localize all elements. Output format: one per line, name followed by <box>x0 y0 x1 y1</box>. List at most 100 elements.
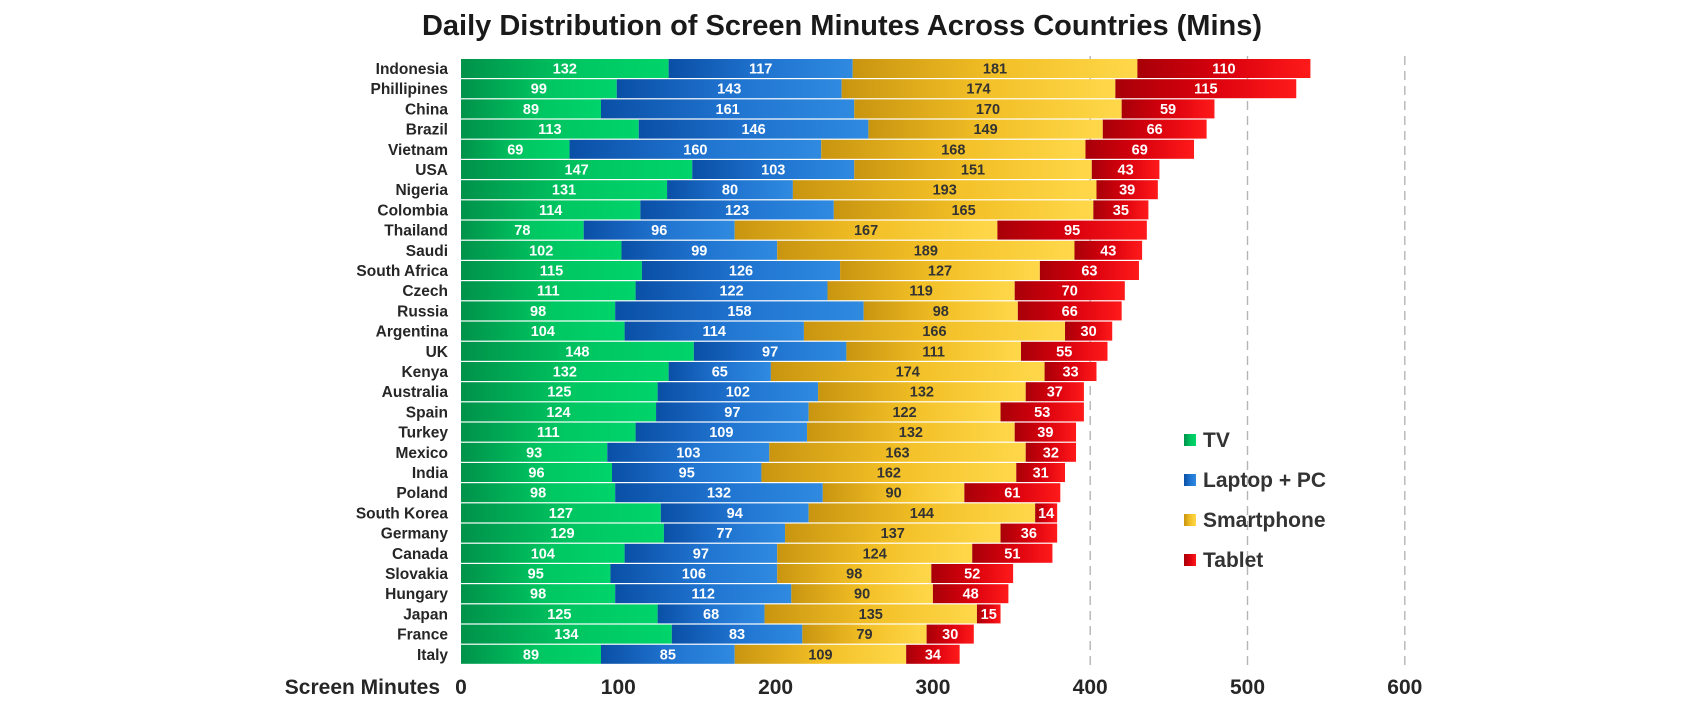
bar-segment <box>1020 341 1108 361</box>
bar-segment <box>1137 59 1311 78</box>
bar-segment <box>583 220 735 240</box>
bar-segment <box>1085 139 1195 159</box>
data-label: 158 <box>727 304 751 320</box>
x-axis-ticks: 0 100 200 300 400 500 600 <box>455 676 1422 699</box>
data-label: 132 <box>707 486 731 502</box>
bar-segment <box>461 584 616 604</box>
data-label: 146 <box>741 122 765 138</box>
data-label: 80 <box>722 183 738 199</box>
data-label: 165 <box>951 203 975 219</box>
data-label: 39 <box>1119 183 1135 199</box>
bar-segment <box>461 644 601 664</box>
x-tick-label: 400 <box>1073 676 1108 699</box>
data-label: 70 <box>1062 284 1078 300</box>
bar-segment <box>840 261 1040 280</box>
bar-segment <box>764 604 977 624</box>
data-label: 137 <box>881 526 905 542</box>
legend-swatch <box>1184 434 1196 446</box>
data-label: 147 <box>565 163 589 179</box>
data-label: 63 <box>1081 264 1097 280</box>
bar-segment <box>854 160 1092 179</box>
bar-segment <box>461 281 636 301</box>
x-tick-label: 600 <box>1387 676 1422 699</box>
bar-segment <box>610 564 778 583</box>
data-label: 125 <box>547 385 571 401</box>
bar-segment <box>1096 180 1158 200</box>
bar-segment <box>600 644 735 664</box>
data-label: 131 <box>552 183 576 199</box>
data-label: 99 <box>531 82 547 98</box>
bar-segment <box>461 483 616 503</box>
bar-segment <box>822 483 965 503</box>
data-label: 106 <box>682 567 706 583</box>
bar-segment <box>803 321 1066 341</box>
bar-segment <box>660 503 809 523</box>
bar-segment <box>461 261 642 280</box>
bar-segment <box>624 543 778 563</box>
data-label: 95 <box>1064 223 1080 239</box>
data-label: 111 <box>922 344 945 360</box>
data-label: 161 <box>716 102 740 118</box>
chart-title: Daily Distribution of Screen Minutes Acr… <box>422 10 1262 42</box>
data-label: 30 <box>942 627 958 643</box>
data-label: 151 <box>961 163 985 179</box>
bar-segment <box>846 341 1021 361</box>
legend-label: Laptop + PC <box>1203 469 1326 492</box>
bar-segment <box>461 341 694 361</box>
data-label: 96 <box>528 466 544 482</box>
data-label: 14 <box>1038 506 1054 522</box>
data-label: 99 <box>691 243 707 259</box>
category-label: Argentina <box>376 324 449 341</box>
bar-segment <box>461 362 669 381</box>
data-label: 166 <box>922 324 946 340</box>
bar-segment <box>461 321 625 341</box>
bar-segment <box>621 240 778 260</box>
bar-segment <box>607 442 770 462</box>
bar-segment <box>777 564 932 583</box>
data-label: 129 <box>550 526 574 542</box>
bar-segment <box>821 139 1086 159</box>
bar-segment <box>461 564 611 583</box>
bar-segment <box>461 79 617 99</box>
bar-segment <box>1035 503 1058 523</box>
data-label: 66 <box>1147 122 1163 138</box>
x-axis-label: Screen Minutes <box>285 676 440 699</box>
data-label: 117 <box>749 62 772 78</box>
data-label: 181 <box>983 62 1007 78</box>
data-label: 96 <box>651 223 667 239</box>
bar-segment <box>932 584 1009 604</box>
category-label: Australia <box>382 384 449 401</box>
category-label: India <box>412 465 449 482</box>
data-label: 55 <box>1056 344 1072 360</box>
category-label: China <box>405 101 448 118</box>
bar-segment <box>667 180 793 200</box>
bar-segment <box>1025 382 1084 402</box>
bar-segment <box>807 422 1015 442</box>
bar-segment <box>461 382 658 402</box>
data-label: 36 <box>1021 526 1037 542</box>
bar-segment <box>624 321 804 341</box>
bar-segment <box>461 503 661 523</box>
bar-segment <box>1074 240 1143 260</box>
data-label: 94 <box>727 506 743 522</box>
data-label: 109 <box>709 425 733 441</box>
data-label: 135 <box>859 607 883 623</box>
legend-label: Smartphone <box>1203 509 1326 532</box>
bar-segment <box>792 180 1097 200</box>
data-label: 113 <box>538 122 561 138</box>
data-label: 163 <box>885 445 909 461</box>
data-label: 102 <box>529 243 553 259</box>
category-label: Turkey <box>398 425 448 442</box>
bar-segment <box>600 99 855 119</box>
bar-segment <box>461 463 613 482</box>
data-label: 39 <box>1037 425 1053 441</box>
data-label: 127 <box>928 264 952 280</box>
bar-segment <box>863 301 1018 321</box>
data-label: 43 <box>1100 243 1116 259</box>
data-label: 97 <box>693 546 709 562</box>
bar-segment <box>668 59 853 78</box>
bar-segment <box>1016 463 1066 482</box>
bar-segment <box>1039 261 1139 280</box>
data-label: 65 <box>712 365 728 381</box>
